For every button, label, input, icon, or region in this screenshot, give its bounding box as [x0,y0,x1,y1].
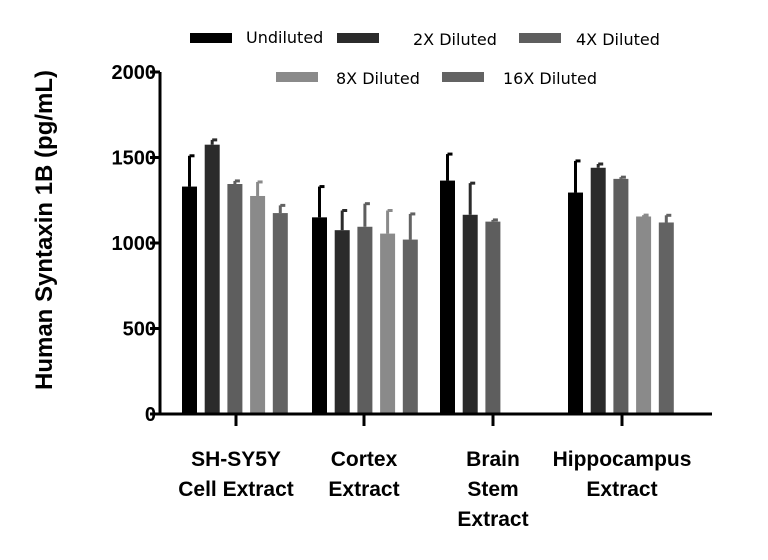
bar [182,186,197,414]
y-tick-label: 500 [123,319,156,341]
bar [440,180,455,414]
x-category-label: Brain [466,448,520,471]
legend-swatch [519,33,561,43]
bar [658,222,674,414]
y-tick-label: 1500 [112,148,157,170]
bar [568,192,583,414]
legend-label: 2X Diluted [413,30,497,49]
bar [334,230,350,414]
bar [590,167,606,414]
bar [272,213,288,414]
x-category-label: Cortex [331,448,398,471]
bar [312,217,327,414]
y-tick-label: 1000 [112,233,157,255]
bar [402,239,418,414]
bars [182,138,674,415]
bar [636,216,652,414]
bar [357,226,373,414]
x-category-label: Extract [457,508,528,531]
x-category-label: Extract [328,478,399,501]
bar [613,178,629,414]
x-category-label: Stem [467,478,518,501]
legend-label: Undiluted [246,28,323,47]
legend-label: 8X Diluted [336,69,420,88]
bar [485,221,501,414]
legend-swatch [190,33,232,43]
bar [227,184,243,414]
x-category-label: Hippocampus [553,448,692,471]
bar [204,144,220,415]
x-axis: SH-SY5Y Cell Extract Cortex Extract Brain Ste… [158,412,712,531]
y-tick-label: 2000 [112,62,157,84]
legend-label: 16X Diluted [503,69,597,88]
y-axis-label: Human Syntaxin 1B (pg/mL) [31,70,58,390]
legend: Undiluted 2X Diluted 4X Diluted 8X Diluted 1… [190,28,660,88]
bar [380,233,396,414]
x-category-label: Cell Extract [178,478,294,501]
x-category-label: Extract [586,478,657,501]
bar [250,195,266,414]
y-tick-label: 0 [145,404,156,426]
y-axis: 0 500 1000 1500 2000 [112,62,162,426]
legend-swatch [337,33,379,43]
legend-label: 4X Diluted [576,30,660,49]
legend-swatch [442,72,484,82]
legend-swatch [276,72,318,82]
bar [462,214,478,414]
x-category-label: SH-SY5Y [191,448,281,471]
